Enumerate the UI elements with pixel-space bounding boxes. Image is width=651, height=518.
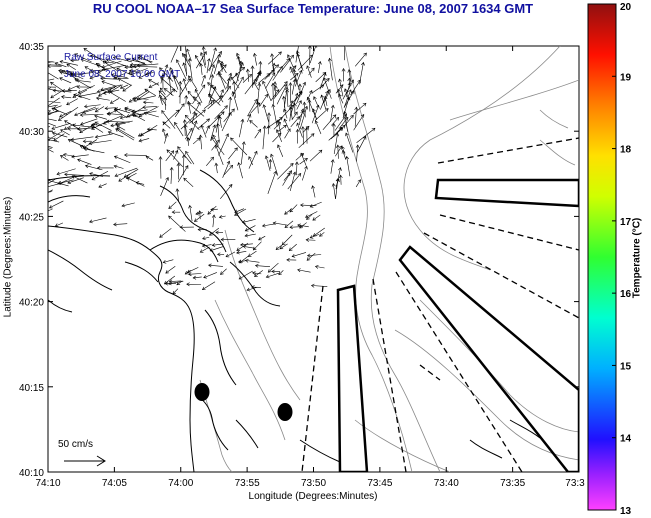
colorbar-title: Temperature (°C) (631, 217, 643, 299)
y-tick-label: 40:25 (19, 212, 44, 223)
surface-current-vectors (48, 46, 376, 295)
colorbar-tick-label: 15 (620, 361, 632, 372)
x-tick-label: 73:3 (565, 478, 585, 489)
y-tick-label: 40:20 (19, 298, 44, 309)
y-tick-label: 40:35 (19, 42, 44, 53)
x-tick-label: 73:50 (301, 478, 326, 489)
colorbar-tick-label: 19 (620, 72, 632, 83)
x-tick-label: 74:10 (35, 478, 60, 489)
x-tick-label: 73:35 (500, 478, 525, 489)
coastline (48, 169, 541, 472)
x-tick-label: 73:45 (367, 478, 392, 489)
map-title: RU COOL NOAA–17 Sea Surface Temperature:… (92, 1, 534, 16)
y-tick-label: 40:15 (19, 383, 44, 394)
x-tick-label: 74:05 (102, 478, 127, 489)
vector-info-line2: June 08, 2007 16:00 GMT (64, 69, 181, 80)
colorbar-tick-label: 13 (620, 506, 632, 517)
scale-vector-label: 50 cm/s (58, 439, 94, 450)
x-tick-label: 74:00 (168, 478, 193, 489)
study-area-boxes (336, 178, 579, 472)
dashed-transect-lines (301, 137, 579, 472)
map-frame (47, 45, 580, 473)
temperature-colorbar (587, 3, 617, 511)
vector-info-line1: Raw Surface Current (64, 52, 158, 63)
colorbar-tick-label: 20 (620, 2, 632, 13)
y-tick-label: 40:10 (19, 468, 44, 479)
colorbar-tick-label: 18 (620, 145, 632, 156)
station-markers (194, 383, 293, 421)
colorbar-tick-label: 17 (620, 217, 632, 228)
y-tick-label: 40:30 (19, 127, 44, 138)
x-axis-label: Longitude (Degrees:Minutes) (248, 491, 378, 502)
x-tick-label: 73:55 (235, 478, 260, 489)
colorbar-tick-label: 16 (620, 289, 632, 300)
y-axis-label: Latitude (Degrees:Minutes) (2, 196, 14, 318)
colorbar-tick-label: 14 (620, 434, 632, 445)
x-tick-label: 73:40 (434, 478, 459, 489)
scale-vector-arrow (64, 455, 106, 467)
